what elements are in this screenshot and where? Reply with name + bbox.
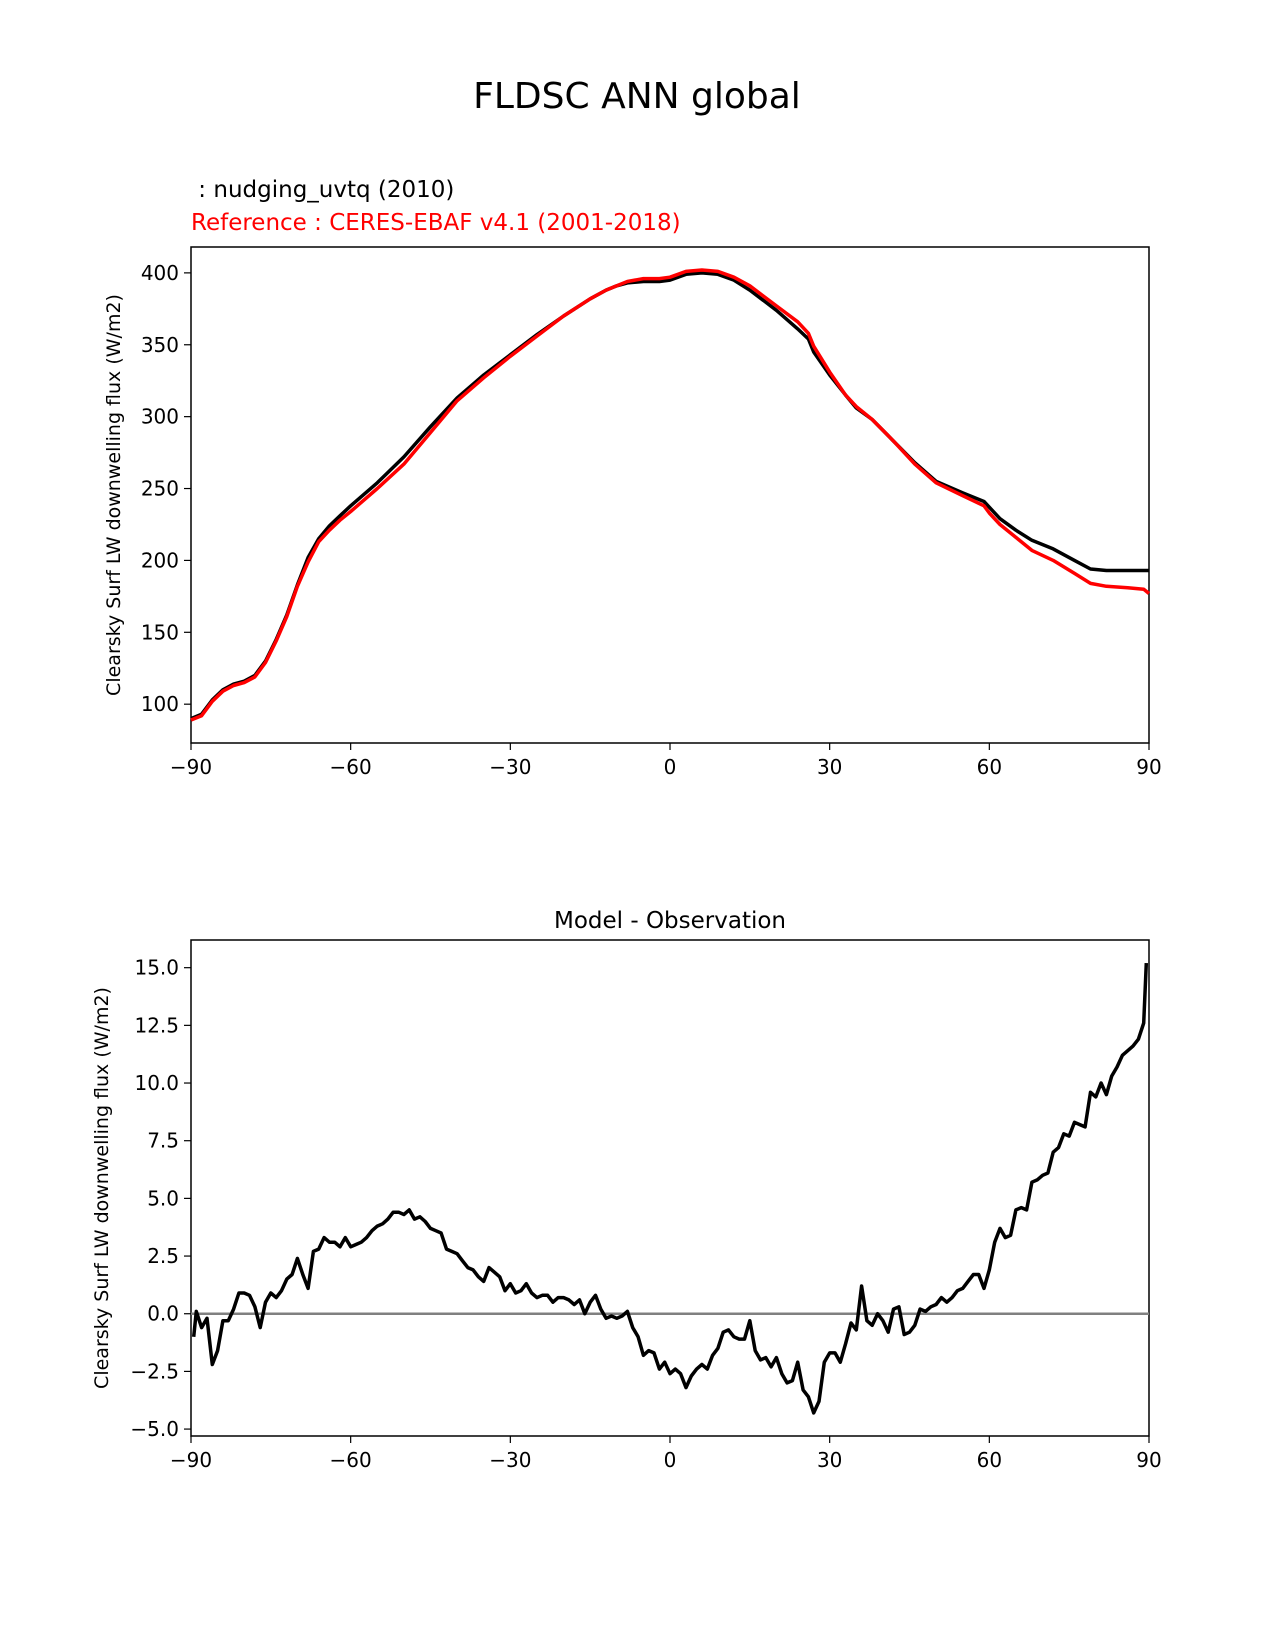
bottom-x-tick-label: −30	[489, 1448, 531, 1472]
top-chart: 100 150 200 250 300 350 400 −90 −60 −30 0 30 60 90 C…	[103, 246, 1162, 779]
reference-label: Reference : CERES-EBAF v4.1 (2001-2018)	[191, 210, 681, 236]
bottom-y-tick-label: −2.5	[130, 1359, 179, 1383]
top-y-tick-label: 400	[141, 261, 179, 285]
bottom-y-tick-label: 2.5	[147, 1244, 179, 1268]
bottom-y-axis-label: Clearsky Surf LW downwelling flux (W/m2)	[91, 987, 113, 1389]
figure-title: FLDSC ANN global	[473, 76, 801, 117]
top-x-tick-label: 60	[977, 755, 1002, 779]
test-label: : nudging_uvtq (2010)	[191, 177, 454, 203]
bottom-plot-frame	[190, 939, 1150, 1437]
bottom-y-tick-label: −5.0	[130, 1417, 179, 1441]
top-y-tick-label: 100	[141, 692, 179, 716]
top-series-line-reference	[190, 268, 1151, 722]
top-x-tick-label: 90	[1136, 755, 1161, 779]
top-y-tick-label: 200	[141, 548, 179, 572]
bottom-x-tick-label: 30	[817, 1448, 842, 1472]
bottom-series-layer	[191, 963, 1149, 1415]
top-series-line-test	[190, 271, 1149, 721]
bottom-x-tick-label: −60	[330, 1448, 372, 1472]
bottom-y-tick-label: 12.5	[134, 1013, 179, 1037]
bottom-chart-title: Model - Observation	[554, 908, 786, 934]
bottom-chart: Model - Observation −5.0 −2.5 0.0 2.5 5.0 7.5…	[91, 908, 1162, 1472]
bottom-y-tick-label: 0.0	[147, 1302, 179, 1326]
bottom-x-tick-label: 0	[664, 1448, 677, 1472]
top-x-ticks: −90 −60 −30 0 30 60 90	[170, 743, 1162, 779]
top-series-layer	[190, 268, 1151, 722]
top-y-tick-label: 350	[141, 333, 179, 357]
top-x-tick-label: −30	[489, 755, 531, 779]
top-y-tick-label: 250	[141, 477, 179, 501]
bottom-y-tick-label: 15.0	[134, 956, 179, 980]
bottom-y-tick-label: 10.0	[134, 1071, 179, 1095]
top-x-tick-label: −60	[330, 755, 372, 779]
bottom-x-ticks: −90 −60 −30 0 30 60 90	[170, 1436, 1162, 1472]
top-y-tick-label: 150	[141, 620, 179, 644]
top-plot-frame	[190, 246, 1150, 744]
bottom-y-ticks: −5.0 −2.5 0.0 2.5 5.0 7.5 10.0 12.5 15.0	[130, 956, 191, 1441]
top-y-axis-label: Clearsky Surf LW downwelling flux (W/m2)	[103, 294, 125, 696]
bottom-y-tick-label: 7.5	[147, 1129, 179, 1153]
top-x-tick-label: −90	[170, 755, 212, 779]
top-y-tick-label: 300	[141, 405, 179, 429]
bottom-x-tick-label: 90	[1136, 1448, 1161, 1472]
top-x-tick-label: 30	[817, 755, 842, 779]
bottom-x-tick-label: 60	[977, 1448, 1002, 1472]
bottom-x-tick-label: −90	[170, 1448, 212, 1472]
bottom-y-tick-label: 5.0	[147, 1186, 179, 1210]
bottom-series-line-difference	[191, 963, 1149, 1415]
top-x-tick-label: 0	[664, 755, 677, 779]
top-y-ticks: 100 150 200 250 300 350 400	[141, 261, 191, 716]
